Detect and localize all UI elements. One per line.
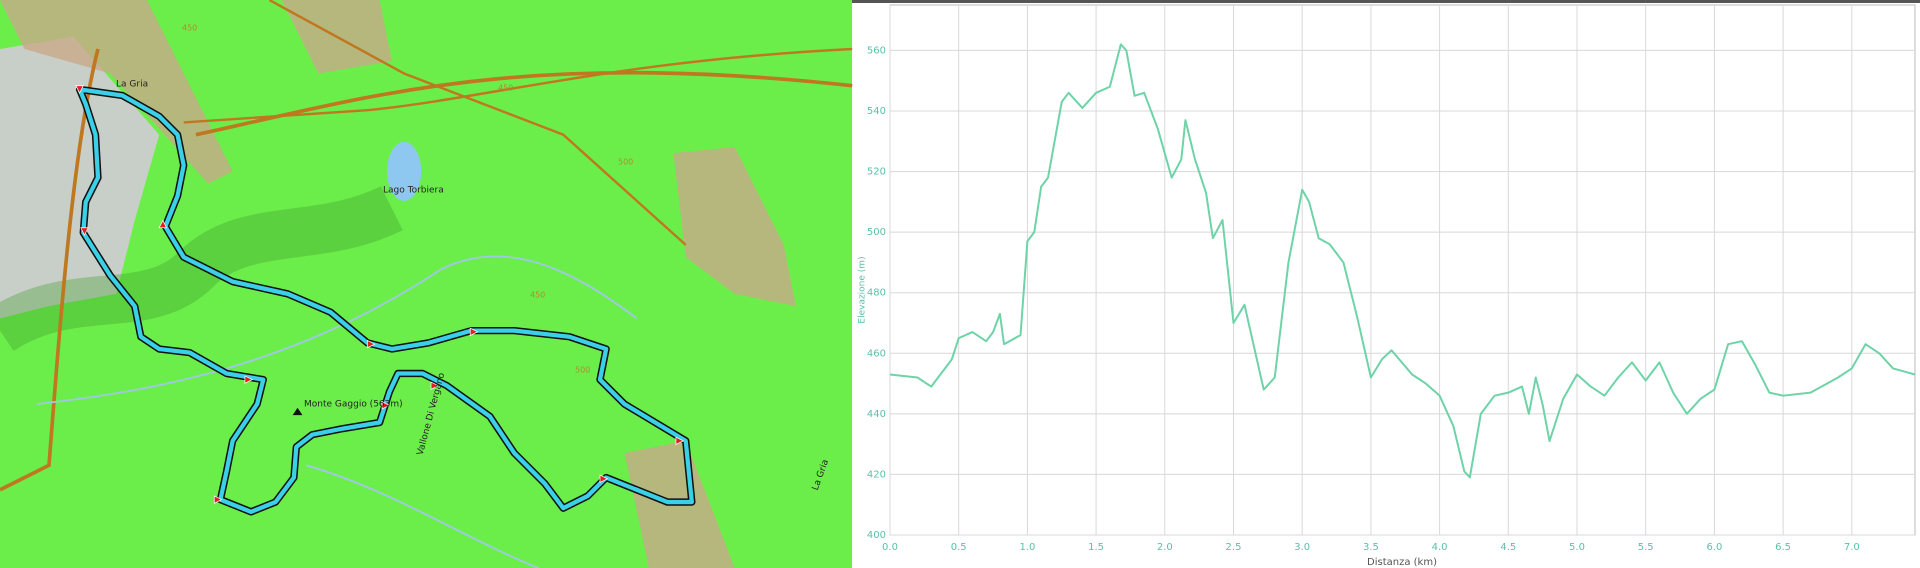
plot-area [889, 4, 1916, 536]
x-tick-label: 1.0 [1019, 542, 1035, 553]
y-tick-label: 480 [867, 288, 886, 299]
stream [305, 464, 540, 568]
y-tick-label: 440 [867, 409, 886, 420]
x-tick-label: 6.0 [1706, 542, 1722, 553]
x-tick-label: 0.5 [951, 542, 967, 553]
contour-label: 500 [575, 366, 590, 375]
peak-label: Monte Gaggio (563m) [304, 400, 403, 410]
contour-label: 450 [530, 291, 545, 300]
x-tick-label: 4.5 [1500, 542, 1516, 553]
x-tick-label: 1.5 [1088, 542, 1104, 553]
direction-markers [75, 85, 685, 504]
x-tick-label: 7.0 [1844, 542, 1860, 553]
place-label: La Gria [116, 80, 148, 90]
built-area [673, 146, 796, 307]
road [0, 48, 100, 492]
x-tick-label: 2.0 [1157, 542, 1173, 553]
x-axis-title: Distanza (km) [1367, 557, 1437, 568]
road [268, 0, 687, 246]
contour-label: 450 [182, 24, 197, 33]
y-tick-label: 500 [867, 227, 886, 238]
x-tick-label: 6.5 [1775, 542, 1791, 553]
stream [36, 255, 638, 405]
contour-label: 500 [618, 158, 633, 167]
x-tick-label: 3.5 [1363, 542, 1379, 553]
map: La Gria Lago Torbiera Monte Gaggio (563m… [0, 0, 853, 568]
road [183, 47, 853, 124]
y-tick-label: 520 [867, 167, 886, 178]
x-tick-label: 0.0 [882, 542, 898, 553]
x-tick-label: 5.5 [1638, 542, 1654, 553]
y-tick-label: 420 [867, 469, 886, 480]
shade [0, 185, 403, 352]
urban-area [0, 36, 160, 319]
x-tick-label: 3.0 [1294, 542, 1310, 553]
elevation-line [889, 43, 1916, 479]
lake [386, 142, 422, 201]
road [195, 70, 853, 137]
y-tick-label: 540 [867, 106, 886, 117]
x-tick-label: 5.0 [1569, 542, 1585, 553]
peak-icon [292, 407, 303, 416]
lake-label: Lago Torbiera [383, 186, 444, 196]
contour-label: 450 [498, 84, 513, 93]
x-tick-label: 2.5 [1226, 542, 1242, 553]
y-tick-label: 460 [867, 348, 886, 359]
trail [77, 87, 694, 514]
map-features [0, 0, 853, 568]
x-tick-label: 4.0 [1432, 542, 1448, 553]
y-tick-label: 560 [867, 45, 886, 56]
y-tick-label: 400 [867, 530, 886, 541]
y-axis-title: Elevazione (m) [858, 256, 868, 323]
top-strip [852, 0, 1920, 3]
